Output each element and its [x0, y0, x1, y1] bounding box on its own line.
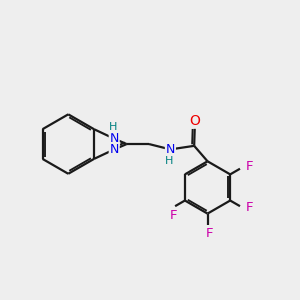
Text: F: F — [170, 208, 177, 222]
Text: F: F — [246, 202, 253, 214]
Text: F: F — [246, 160, 253, 173]
Text: H: H — [165, 156, 173, 166]
Text: N: N — [110, 143, 119, 156]
Text: H: H — [109, 122, 117, 132]
Text: N: N — [166, 143, 175, 156]
Text: F: F — [205, 227, 213, 240]
Text: N: N — [110, 132, 119, 145]
Text: O: O — [189, 114, 200, 128]
